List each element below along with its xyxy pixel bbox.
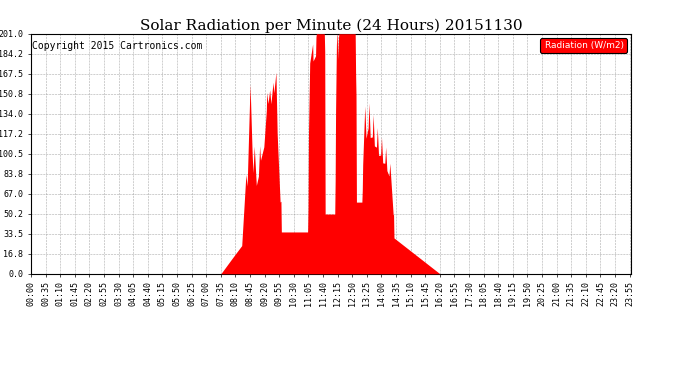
Text: Copyright 2015 Cartronics.com: Copyright 2015 Cartronics.com <box>32 41 203 51</box>
Title: Solar Radiation per Minute (24 Hours) 20151130: Solar Radiation per Minute (24 Hours) 20… <box>140 18 522 33</box>
Legend: Radiation (W/m2): Radiation (W/m2) <box>540 38 627 53</box>
